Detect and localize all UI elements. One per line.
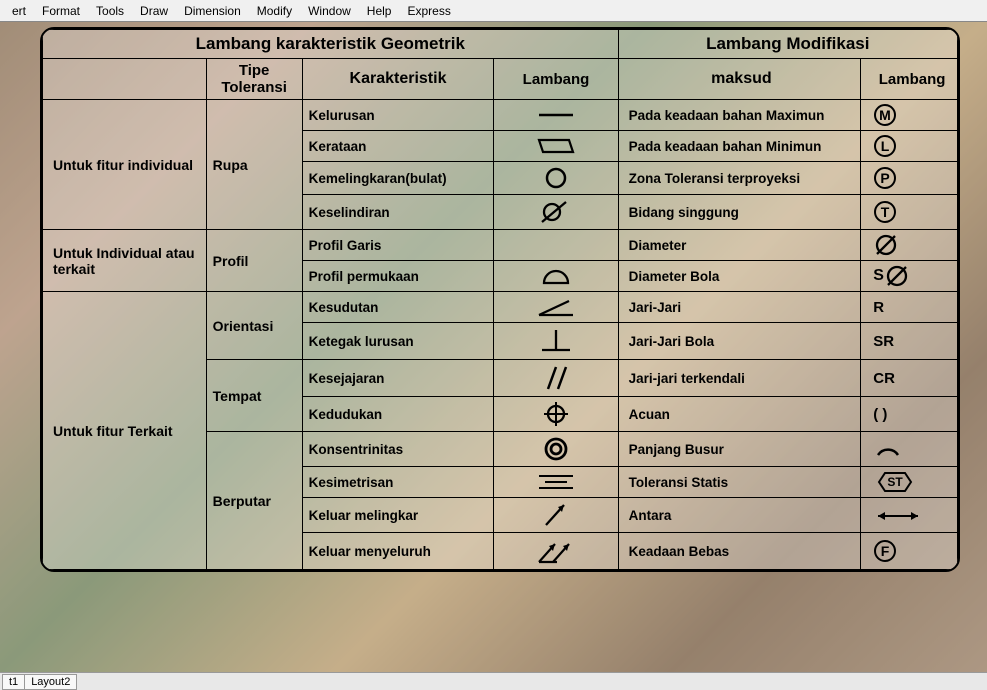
karakteristik-cell: Kemelingkaran(bulat): [302, 162, 494, 195]
menu-help[interactable]: Help: [359, 4, 400, 18]
symbol-right: [861, 498, 958, 533]
symbol-left: [494, 432, 618, 467]
symbol-left: [494, 261, 618, 292]
svg-text:M: M: [879, 107, 891, 123]
tab-bar: t1Layout2: [0, 672, 987, 690]
symbol-left: [494, 323, 618, 360]
maksud-cell: Jari-Jari: [618, 292, 861, 323]
menu-dimension[interactable]: Dimension: [176, 4, 249, 18]
tipe-cell: Rupa: [206, 100, 302, 230]
gdt-table: Lambang karakteristik GeometrikLambang M…: [40, 27, 960, 572]
symbol-left: [494, 292, 618, 323]
karakteristik-cell: Konsentrinitas: [302, 432, 494, 467]
symbol-left: [494, 397, 618, 432]
symbol-left: [494, 230, 618, 261]
menu-ert[interactable]: ert: [4, 4, 34, 18]
maksud-cell: Pada keadaan bahan Minimun: [618, 131, 861, 162]
svg-text:P: P: [881, 170, 890, 186]
maksud-cell: Antara: [618, 498, 861, 533]
karakteristik-cell: Kesejajaran: [302, 360, 494, 397]
karakteristik-cell: Kelurusan: [302, 100, 494, 131]
fitur-cell: Untuk fitur Terkait: [43, 292, 207, 570]
symbol-right: T: [861, 195, 958, 230]
menu-window[interactable]: Window: [300, 4, 359, 18]
karakteristik-cell: Kesudutan: [302, 292, 494, 323]
tipe-cell: Profil: [206, 230, 302, 292]
karakteristik-cell: Profil permukaan: [302, 261, 494, 292]
menu-express[interactable]: Express: [399, 4, 458, 18]
tipe-cell: Tempat: [206, 360, 302, 432]
symbol-left: [494, 131, 618, 162]
symbol-left: [494, 195, 618, 230]
symbol-right: L: [861, 131, 958, 162]
svg-text:T: T: [881, 204, 890, 220]
header-right: Lambang Modifikasi: [618, 30, 957, 59]
symbol-right: [861, 432, 958, 467]
symbol-right: S: [861, 261, 958, 292]
karakteristik-cell: Keluar melingkar: [302, 498, 494, 533]
symbol-left: [494, 533, 618, 570]
maksud-cell: Pada keadaan bahan Maximun: [618, 100, 861, 131]
symbol-left: [494, 100, 618, 131]
symbol-right: SR: [861, 323, 958, 360]
symbol-left: [494, 360, 618, 397]
header-left: Lambang karakteristik Geometrik: [43, 30, 619, 59]
maksud-cell: Keadaan Bebas: [618, 533, 861, 570]
symbol-left: [494, 498, 618, 533]
maksud-cell: Zona Toleransi terproyeksi: [618, 162, 861, 195]
karakteristik-cell: Keluar menyeluruh: [302, 533, 494, 570]
tab-t1[interactable]: t1: [2, 674, 25, 690]
symbol-right: M: [861, 100, 958, 131]
karakteristik-cell: Kesimetrisan: [302, 467, 494, 498]
symbol-right: ST: [861, 467, 958, 498]
symbol-right: R: [861, 292, 958, 323]
fitur-cell: Untuk Individual atau terkait: [43, 230, 207, 292]
symbol-right: F: [861, 533, 958, 570]
karakteristik-cell: Keselindiran: [302, 195, 494, 230]
menu-tools[interactable]: Tools: [88, 4, 132, 18]
tipe-cell: Berputar: [206, 432, 302, 570]
maksud-cell: Diameter Bola: [618, 261, 861, 292]
tipe-cell: Orientasi: [206, 292, 302, 360]
karakteristik-cell: Kedudukan: [302, 397, 494, 432]
menu-bar: ertFormatToolsDrawDimensionModifyWindowH…: [0, 0, 987, 22]
symbol-right: ( ): [861, 397, 958, 432]
symbol-left: [494, 467, 618, 498]
karakteristik-cell: Ketegak lurusan: [302, 323, 494, 360]
fitur-cell: Untuk fitur individual: [43, 100, 207, 230]
svg-text:F: F: [881, 543, 890, 559]
menu-format[interactable]: Format: [34, 4, 88, 18]
karakteristik-cell: Profil Garis: [302, 230, 494, 261]
svg-text:ST: ST: [888, 475, 904, 489]
tab-layout2[interactable]: Layout2: [24, 674, 77, 690]
symbol-left: [494, 162, 618, 195]
maksud-cell: Jari-Jari Bola: [618, 323, 861, 360]
menu-draw[interactable]: Draw: [132, 4, 176, 18]
drawing-area: Lambang karakteristik GeometrikLambang M…: [0, 22, 987, 672]
maksud-cell: Bidang singgung: [618, 195, 861, 230]
maksud-cell: Jari-jari terkendali: [618, 360, 861, 397]
symbol-right: CR: [861, 360, 958, 397]
symbol-right: P: [861, 162, 958, 195]
symbol-right: [861, 230, 958, 261]
menu-modify[interactable]: Modify: [249, 4, 300, 18]
svg-text:L: L: [881, 138, 890, 154]
maksud-cell: Diameter: [618, 230, 861, 261]
karakteristik-cell: Kerataan: [302, 131, 494, 162]
maksud-cell: Toleransi Statis: [618, 467, 861, 498]
maksud-cell: Acuan: [618, 397, 861, 432]
maksud-cell: Panjang Busur: [618, 432, 861, 467]
